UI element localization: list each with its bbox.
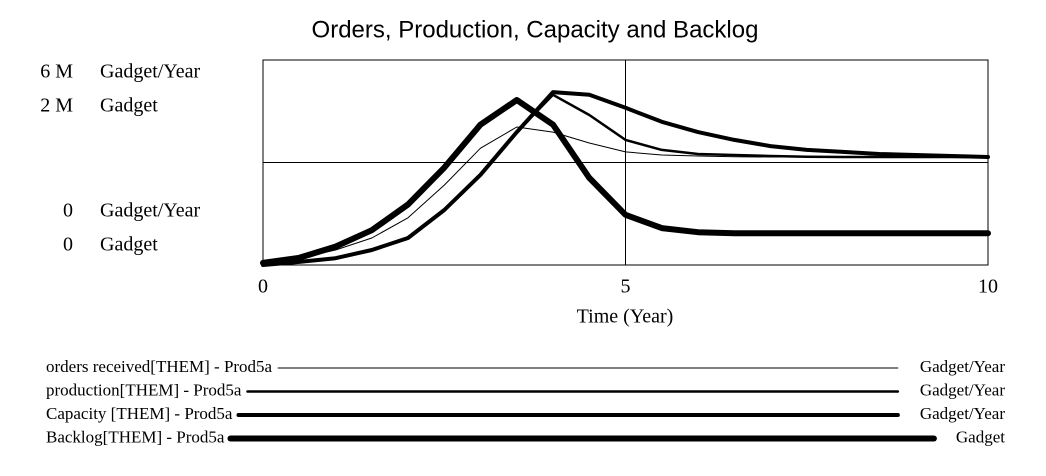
legend-label: Backlog[THEM] - Prod5a [46,427,225,446]
chart-title: Orders, Production, Capacity and Backlog [312,16,759,43]
y-axis-unit: Gadget/Year [100,61,201,83]
y-tick-label: 6 M [40,61,73,83]
legend-label: Capacity [THEM] - Prod5a [46,404,233,423]
y2-tick-label: 2 M [40,95,73,117]
legend-unit: Gadget/Year [920,380,1005,399]
legend-unit: Gadget/Year [920,357,1005,376]
y2-axis-unit: Gadget [100,95,158,117]
series-line [261,90,990,267]
x-axis-label: Time (Year) [577,306,674,328]
y-tick-label: 0 [63,200,73,222]
series-line [260,97,991,266]
legend-unit: Gadget [956,427,1005,446]
legend-unit: Gadget/Year [920,404,1005,423]
x-tick-label: 5 [621,276,631,298]
y-axis-unit: Gadget/Year [100,200,201,222]
y2-tick-label: 0 [63,234,73,256]
legend-label: orders received[THEM] - Prod5a [46,357,273,376]
x-tick-label: 10 [978,276,998,298]
y2-axis-unit: Gadget [100,234,158,256]
x-tick-label: 0 [258,276,268,298]
legend-label: production[THEM] - Prod5a [46,380,242,399]
